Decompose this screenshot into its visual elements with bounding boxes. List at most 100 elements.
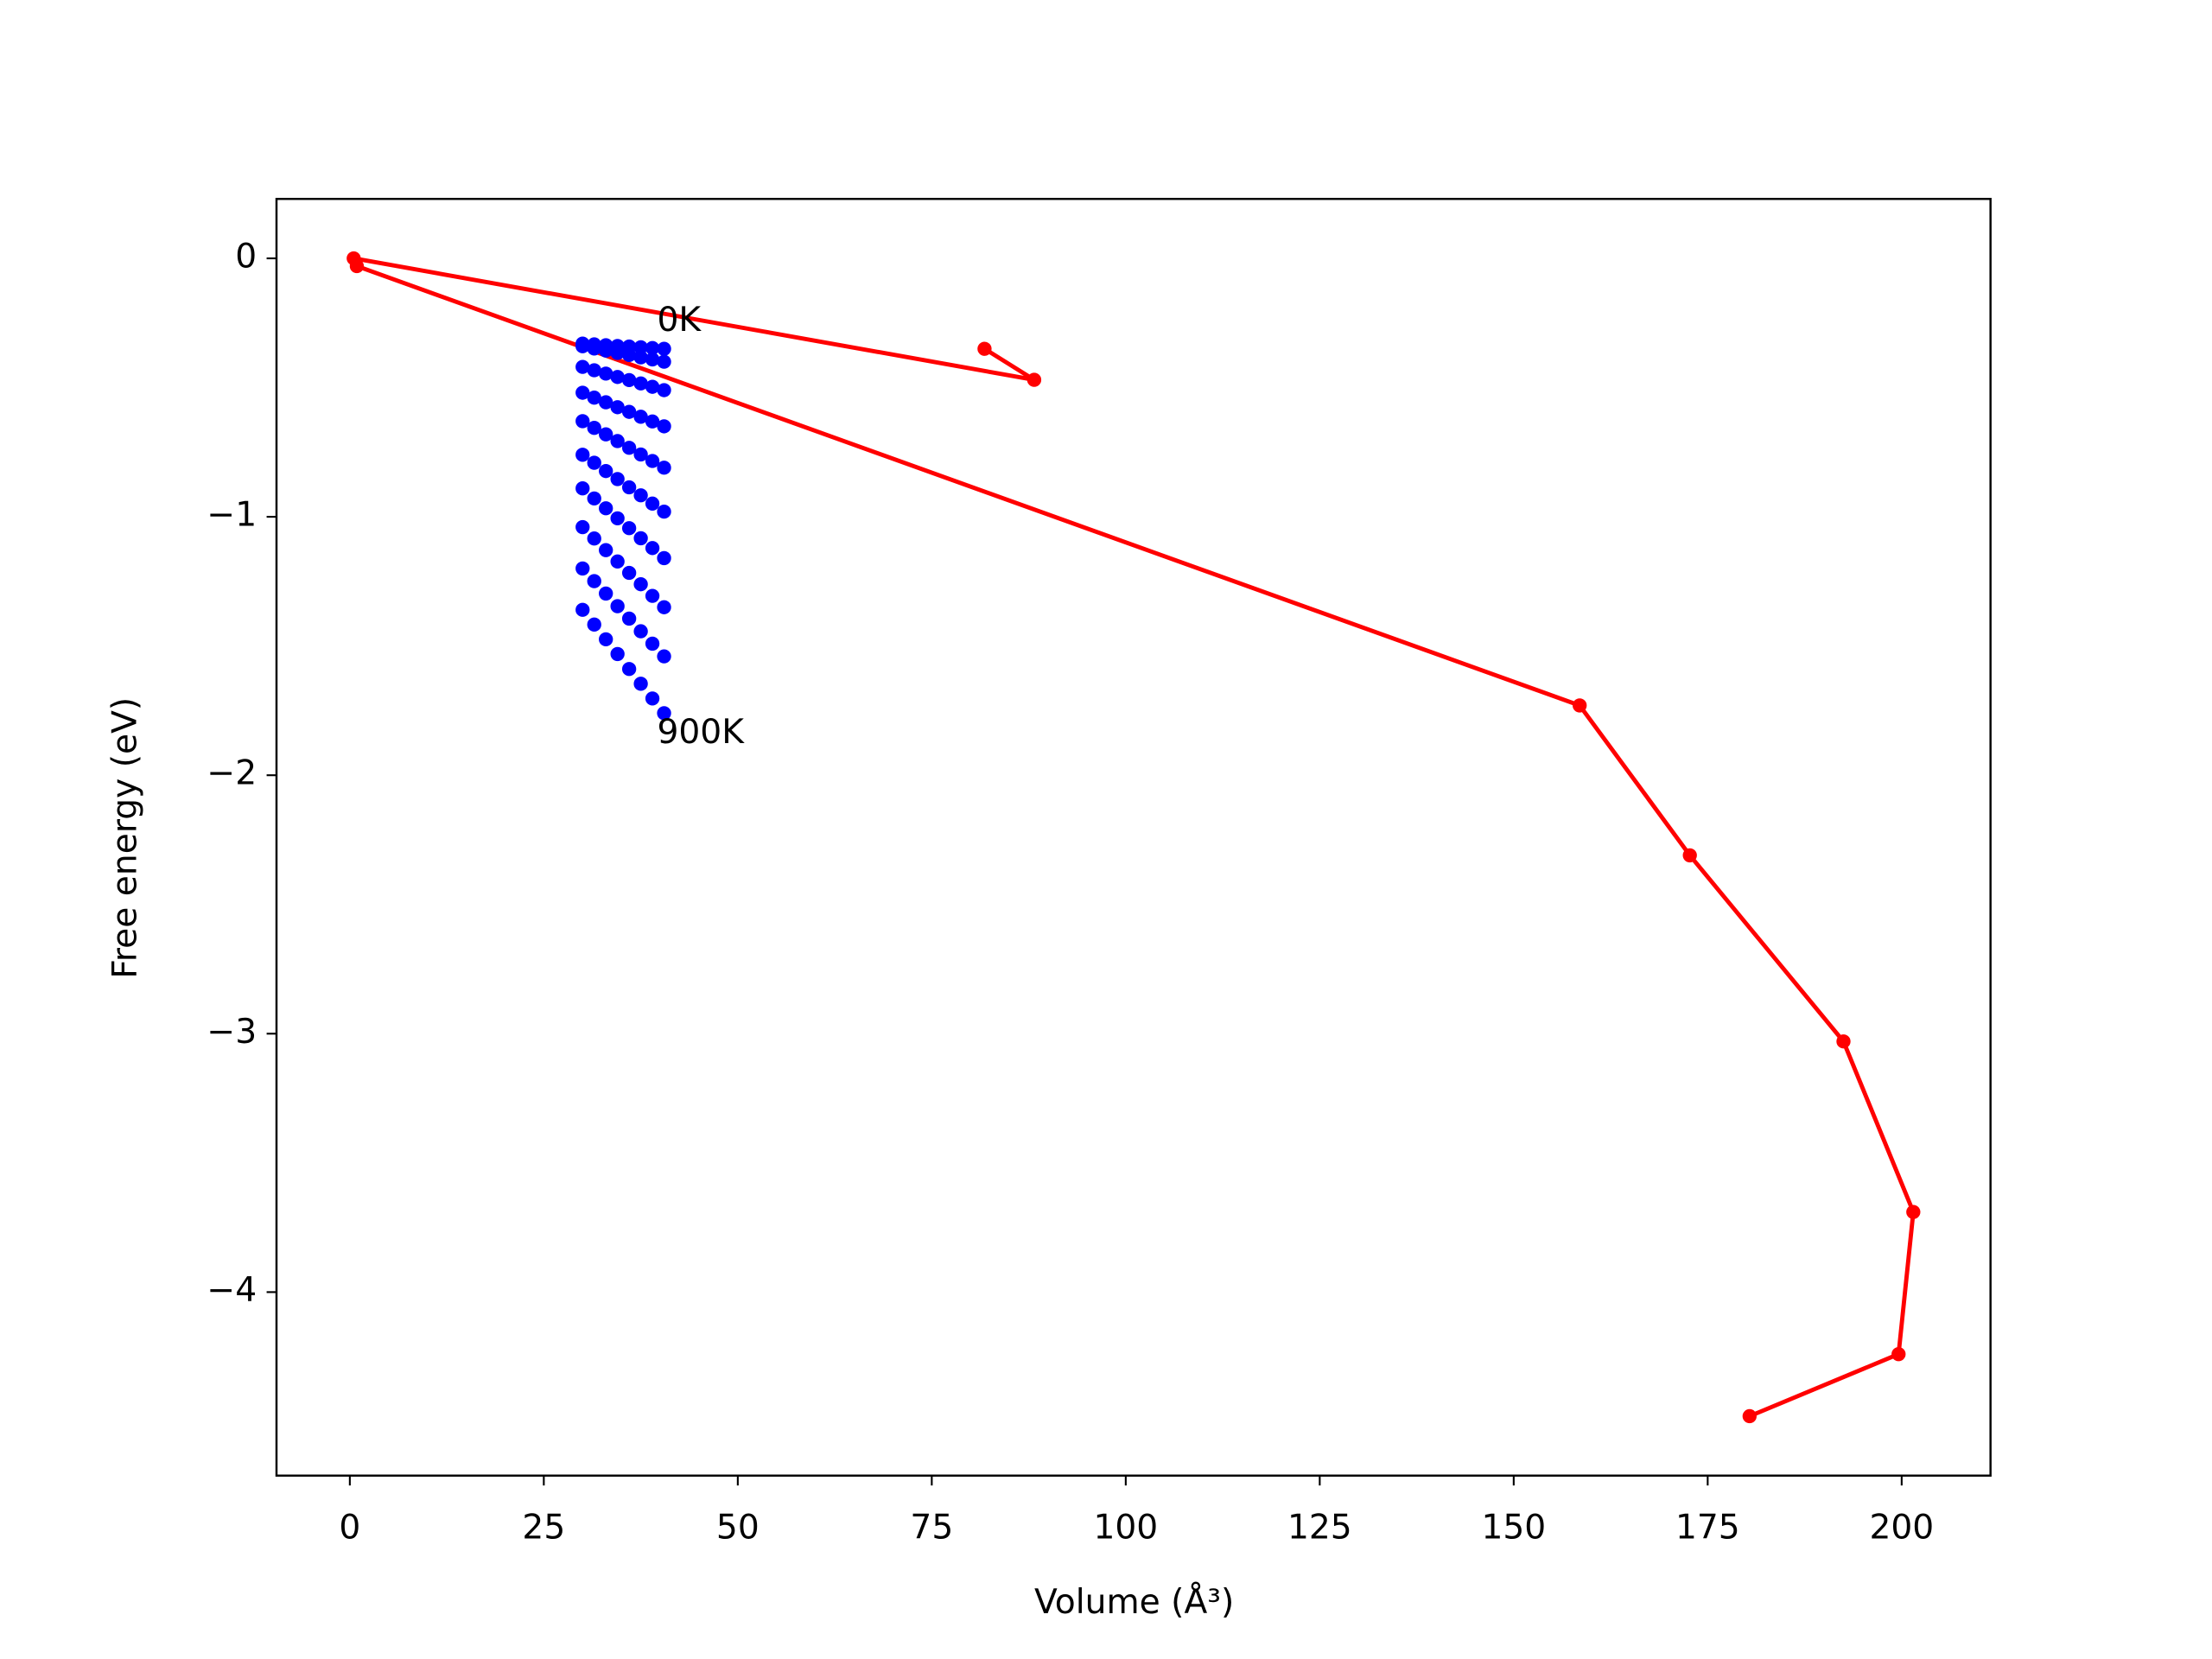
point — [599, 343, 613, 358]
point — [645, 541, 660, 556]
point — [657, 706, 671, 721]
x-tick-label: 50 — [716, 1508, 760, 1547]
point — [621, 611, 637, 626]
point — [621, 662, 637, 677]
point — [645, 352, 660, 367]
x-tick-label: 200 — [1869, 1508, 1934, 1547]
point — [587, 341, 601, 356]
point — [633, 447, 648, 462]
point — [587, 531, 601, 546]
point — [610, 346, 625, 360]
point — [587, 574, 601, 588]
annotation: 900K — [657, 713, 745, 752]
point — [657, 649, 671, 664]
point — [657, 600, 671, 614]
point — [645, 691, 660, 706]
point — [621, 347, 637, 363]
x-tick-label: 0 — [339, 1508, 360, 1547]
y-tick-label: −4 — [207, 1271, 257, 1310]
point — [645, 636, 660, 652]
point — [633, 677, 648, 691]
point — [575, 448, 590, 462]
point — [575, 339, 590, 353]
point — [575, 385, 590, 400]
y-tick-label: 0 — [235, 237, 257, 276]
point — [575, 519, 590, 535]
point — [587, 391, 601, 405]
point — [645, 454, 660, 468]
point — [575, 602, 590, 617]
point — [657, 354, 671, 369]
point — [633, 410, 648, 424]
point — [621, 521, 637, 536]
point — [610, 599, 625, 613]
point — [657, 341, 671, 356]
point — [621, 372, 637, 388]
point — [633, 376, 648, 391]
point — [599, 395, 613, 410]
point — [575, 561, 590, 576]
point — [349, 258, 365, 274]
point — [599, 501, 613, 516]
point — [633, 340, 648, 355]
point — [587, 421, 601, 435]
point — [633, 531, 648, 546]
point — [621, 404, 637, 419]
point — [621, 480, 637, 495]
point — [575, 359, 590, 374]
plot-frame — [275, 197, 1992, 1477]
point — [610, 511, 625, 526]
y-tick-label: −1 — [207, 496, 257, 535]
point — [587, 491, 601, 506]
point — [599, 463, 613, 479]
point — [587, 455, 601, 470]
point — [657, 419, 671, 434]
x-tick-label: 125 — [1287, 1508, 1352, 1547]
point — [633, 350, 648, 365]
point — [1027, 372, 1042, 387]
point — [1682, 848, 1697, 863]
point — [645, 414, 660, 429]
point — [633, 624, 648, 639]
point — [599, 586, 613, 601]
point — [1573, 698, 1587, 713]
point — [610, 434, 625, 448]
y-tick-label: −3 — [207, 1013, 257, 1052]
point — [599, 543, 613, 557]
point — [621, 441, 637, 455]
point — [610, 554, 625, 569]
x-axis-label: Volume (Å³) — [1034, 1581, 1234, 1622]
point — [599, 427, 613, 442]
point — [1742, 1408, 1758, 1424]
point — [599, 632, 613, 647]
point — [575, 414, 590, 429]
point — [575, 481, 590, 496]
point — [610, 400, 625, 415]
point — [645, 379, 660, 394]
point — [1836, 1034, 1851, 1049]
y-tick-label: −2 — [207, 754, 257, 793]
point — [610, 370, 625, 385]
x-tick-label: 75 — [910, 1508, 953, 1547]
point — [587, 363, 601, 378]
x-tick-label: 175 — [1675, 1508, 1740, 1547]
point — [587, 617, 601, 632]
point — [1906, 1205, 1921, 1219]
point — [621, 565, 637, 581]
point — [633, 576, 648, 592]
series-line — [350, 255, 1916, 1419]
point — [657, 550, 671, 566]
point — [657, 461, 671, 475]
x-tick-label: 150 — [1481, 1508, 1546, 1547]
point — [1891, 1347, 1906, 1362]
point — [633, 488, 648, 503]
point — [657, 383, 671, 397]
x-tick-label: 25 — [522, 1508, 565, 1547]
x-tick-label: 100 — [1093, 1508, 1158, 1547]
point — [645, 588, 660, 603]
point — [657, 504, 671, 519]
point — [610, 646, 625, 662]
y-axis-label: Free energy (eV) — [105, 697, 144, 979]
point — [645, 496, 660, 512]
